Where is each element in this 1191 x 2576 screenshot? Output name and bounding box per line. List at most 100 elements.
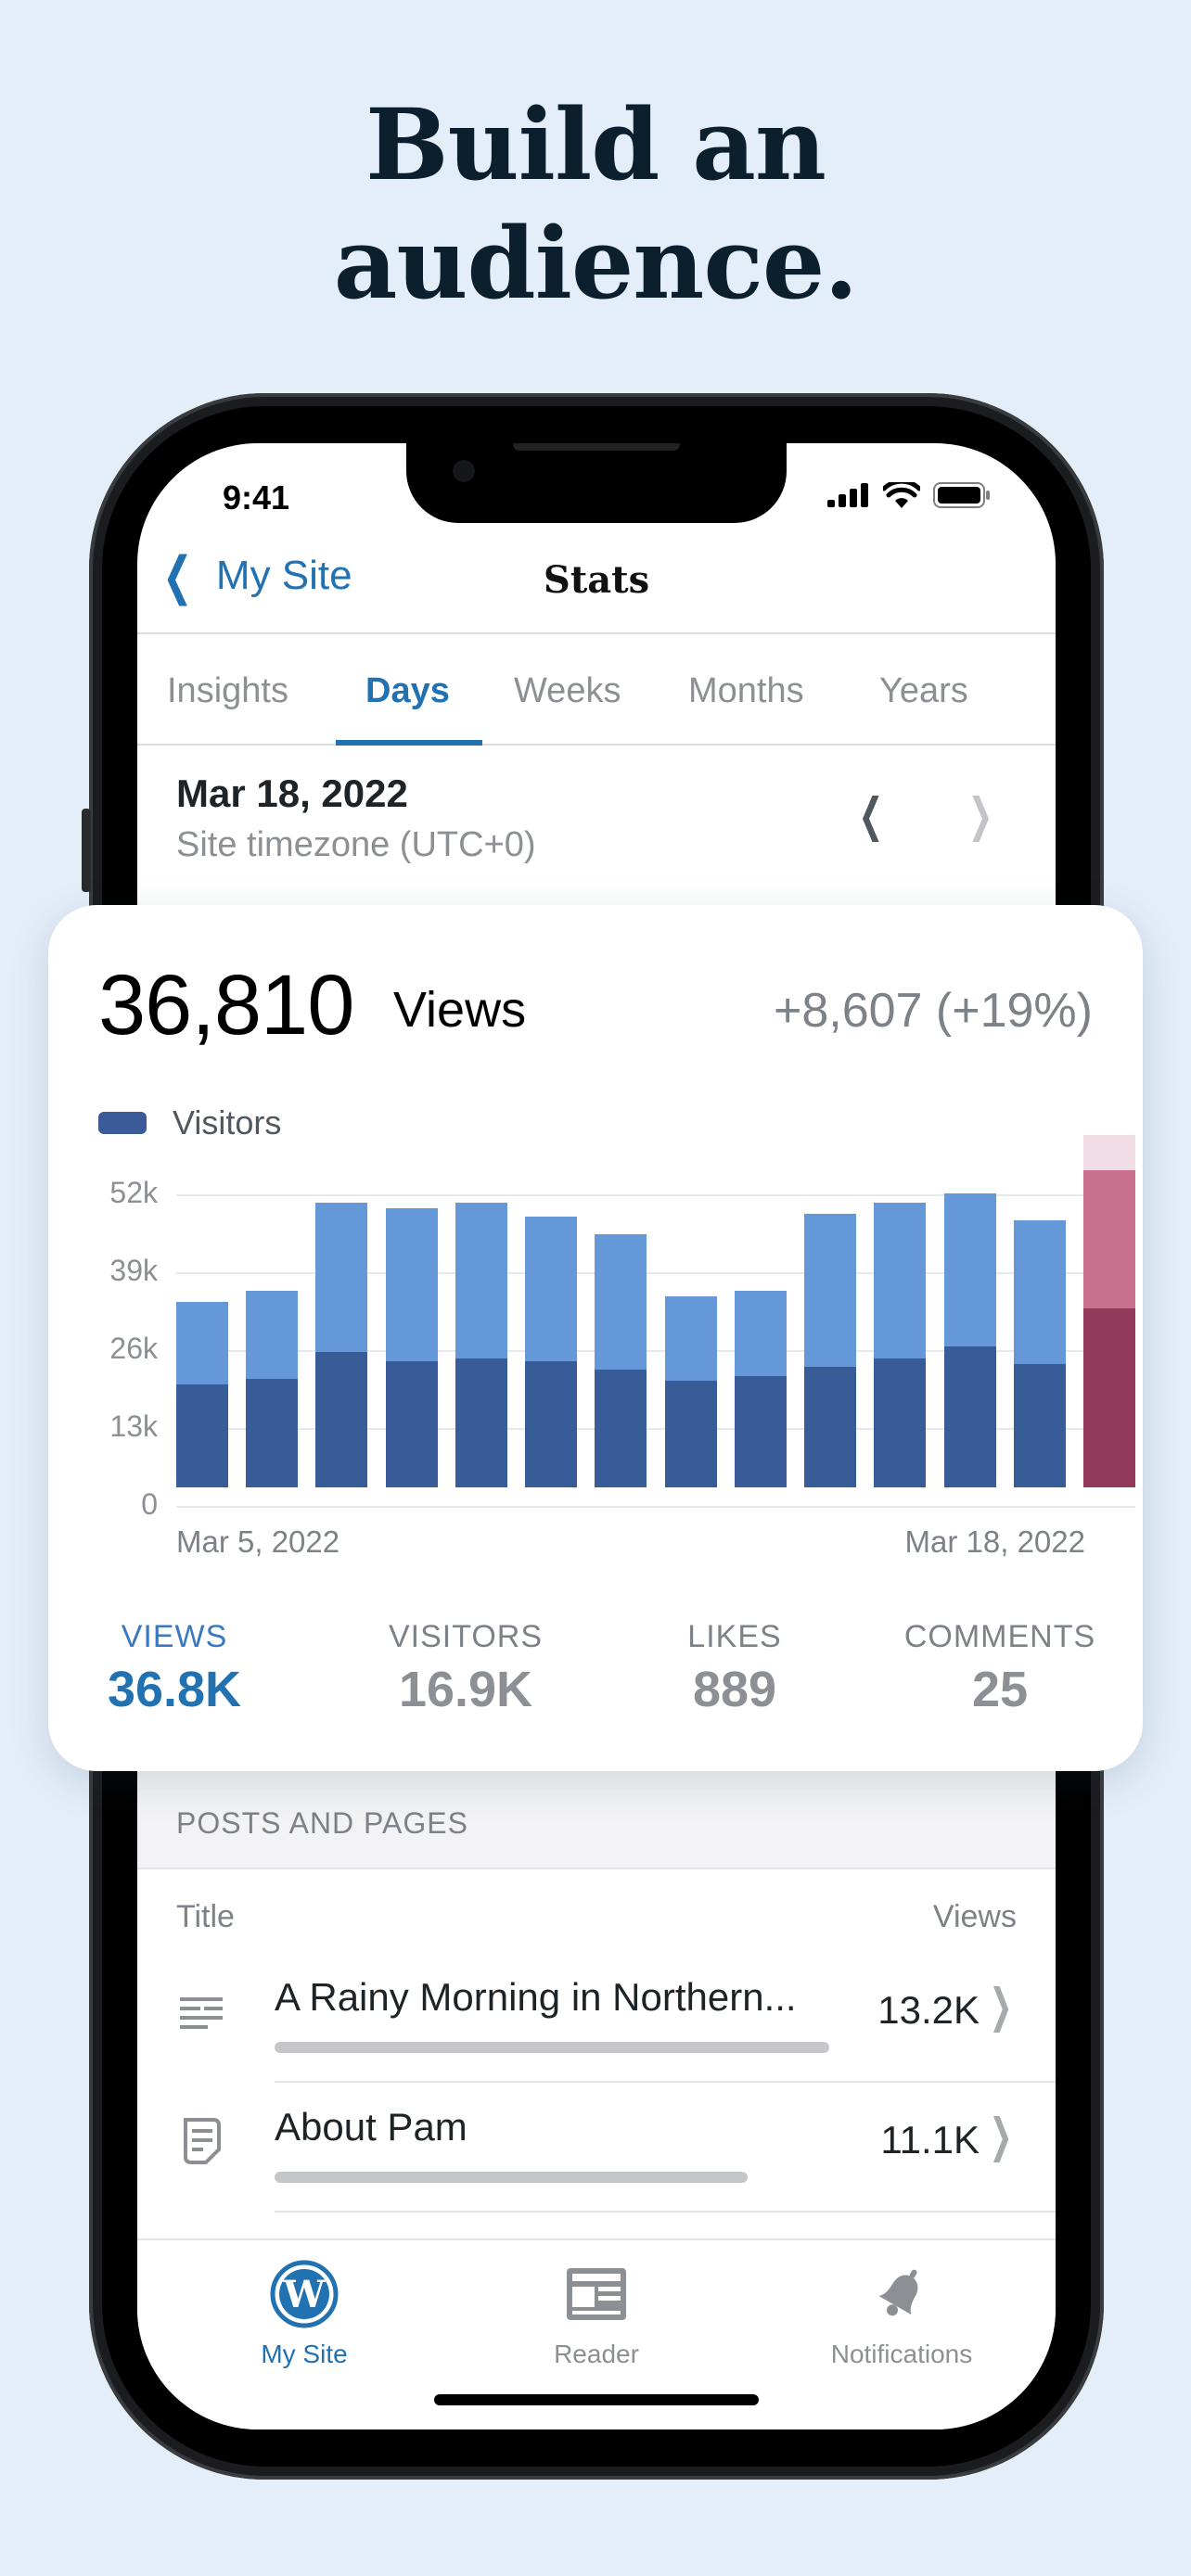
metric-value: 36.8K: [107, 1662, 242, 1717]
gridline: [176, 1428, 1135, 1430]
metric-label: COMMENTS: [903, 1619, 1096, 1654]
y-tick-label: 26k: [109, 1332, 158, 1365]
post-row[interactable]: A Rainy Morning in Northern... 13.2K ❯: [137, 1953, 1056, 2083]
views-bar: [275, 2172, 748, 2183]
tab-years[interactable]: Years: [879, 671, 968, 710]
metric-label: VIEWS: [121, 1619, 228, 1654]
wordpress-icon: W: [270, 2260, 339, 2328]
tab-months[interactable]: Months: [688, 671, 804, 710]
metric-comments[interactable]: COMMENTS 25: [890, 1619, 1109, 1718]
metric-likes[interactable]: LIKES 889: [660, 1619, 809, 1718]
post-title: A Rainy Morning in Northern...: [275, 1975, 797, 2019]
page-icon: [184, 2118, 221, 2164]
views-count: 36,810: [98, 958, 354, 1052]
metric-visitors[interactable]: VISITORS 16.9K: [373, 1619, 558, 1718]
chevron-right-icon: ❯: [989, 1980, 1013, 2032]
tab-bar: W My Site Reader Notif: [137, 2238, 1056, 2429]
visitors-bar: [525, 1361, 577, 1487]
views-bar: [275, 2042, 829, 2053]
date-row: Mar 18, 2022 Site timezone (UTC+0) ❮ ❯: [137, 746, 1056, 885]
metric-value: 25: [971, 1662, 1029, 1717]
back-button[interactable]: ❮ My Site: [156, 546, 352, 605]
visitors-bar: [735, 1376, 787, 1487]
chevron-right-icon: ❯: [989, 2110, 1013, 2162]
signal-icon: [827, 483, 868, 507]
metric-views[interactable]: VIEWS 36.8K: [100, 1619, 249, 1718]
post-icon: [180, 1997, 223, 2029]
battery-icon: [933, 482, 990, 508]
metric-value: 16.9K: [398, 1662, 533, 1717]
column-title: Title: [176, 1899, 235, 1934]
visitors-bar: [804, 1367, 856, 1487]
headline-line-2: audience.: [333, 205, 859, 321]
chart-legend: Visitors: [98, 1103, 281, 1142]
chevron-left-icon: ❮: [162, 546, 193, 605]
back-label: My Site: [215, 553, 352, 598]
gridline: [176, 1194, 1135, 1196]
posts-and-pages-header: POSTS AND PAGES: [137, 1769, 1056, 1869]
side-button: [82, 809, 91, 892]
tab-notifications[interactable]: Notifications: [809, 2259, 994, 2369]
visitors-bar: [1014, 1364, 1066, 1487]
active-tab-indicator: [336, 740, 482, 746]
gridline: [176, 1272, 1135, 1274]
front-camera: [453, 460, 475, 482]
svg-text:W: W: [283, 2273, 327, 2316]
y-tick-label: 52k: [109, 1176, 158, 1209]
gridline: [176, 1350, 1135, 1352]
next-period-button[interactable]: ❯: [967, 789, 993, 841]
visitors-bar: [874, 1358, 926, 1487]
status-time: 9:41: [223, 478, 290, 516]
status-icons: [827, 482, 991, 508]
x-end-label: Mar 18, 2022: [904, 1524, 1085, 1559]
y-tick-label: 39k: [109, 1254, 158, 1287]
wifi-icon: [883, 482, 920, 508]
visitors-bar: [386, 1361, 438, 1487]
legend-label: Visitors: [173, 1103, 282, 1141]
tab-my-site[interactable]: W My Site: [211, 2259, 397, 2369]
selected-day-visitors-bar: [1083, 1308, 1135, 1487]
posts-table-header: Title Views: [137, 1871, 1056, 1945]
selected-date: Mar 18, 2022: [176, 772, 408, 815]
period-tabs: Insights Days Weeks Months Years: [137, 634, 1056, 746]
visitors-bar: [246, 1379, 298, 1487]
home-indicator: [434, 2394, 759, 2405]
views-summary-card: 36,810 Views +8,607 (+19%) Visitors 52k …: [48, 905, 1143, 1771]
tab-label: Reader: [554, 2340, 639, 2368]
views-label: Views: [393, 982, 527, 1038]
bell-icon: [878, 2269, 918, 2316]
navigation-bar: ❮ My Site Stats: [137, 517, 1056, 634]
views-bar-chart: [176, 1135, 1135, 1487]
visitors-bar: [455, 1358, 507, 1487]
visitors-bar: [665, 1381, 717, 1487]
y-tick-label: 13k: [109, 1409, 158, 1443]
notch: [406, 443, 787, 523]
gridline: [176, 1506, 1135, 1508]
legend-swatch: [98, 1112, 147, 1134]
tab-reader[interactable]: Reader: [504, 2259, 689, 2369]
reader-icon: [567, 2268, 626, 2320]
metric-label: LIKES: [687, 1619, 782, 1654]
metric-value: 889: [692, 1662, 777, 1717]
views-delta: +8,607 (+19%): [773, 984, 1093, 1038]
x-start-label: Mar 5, 2022: [176, 1524, 340, 1559]
post-views: 13.2K: [877, 1988, 980, 2032]
tab-insights[interactable]: Insights: [167, 671, 288, 710]
timezone-label: Site timezone (UTC+0): [176, 825, 536, 864]
visitors-bar: [315, 1352, 367, 1487]
metrics-row: VIEWS 36.8K VISITORS 16.9K LIKES 889 COM…: [48, 1619, 1143, 1749]
visitors-bar: [176, 1384, 228, 1487]
page-title: Stats: [543, 558, 650, 602]
previous-period-button[interactable]: ❮: [858, 789, 884, 841]
headline: Build an audience.: [0, 85, 1191, 323]
tab-weeks[interactable]: Weeks: [514, 671, 621, 710]
metric-label: VISITORS: [388, 1619, 544, 1654]
column-views: Views: [932, 1899, 1017, 1934]
tab-days[interactable]: Days: [365, 671, 450, 710]
tab-label: My Site: [261, 2340, 348, 2368]
post-row[interactable]: About Pam 11.1K ❯: [137, 2083, 1056, 2213]
y-tick-label: 0: [141, 1487, 158, 1521]
headline-line-1: Build an: [365, 86, 826, 202]
section-title: POSTS AND PAGES: [176, 1806, 468, 1840]
page-views: 11.1K: [880, 2118, 980, 2162]
